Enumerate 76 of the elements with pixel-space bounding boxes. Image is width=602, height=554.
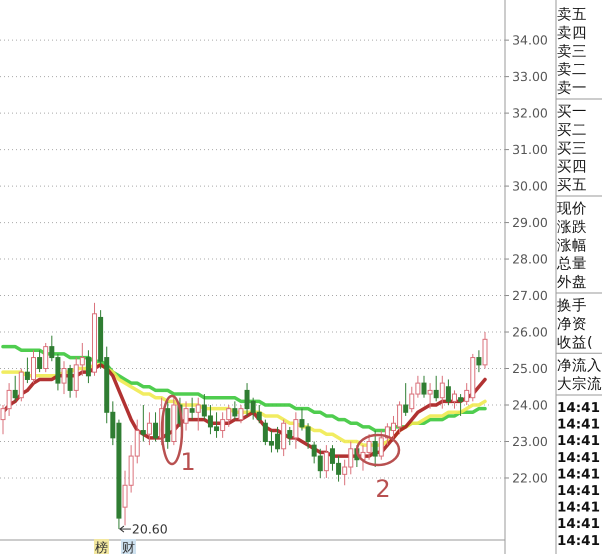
text: 收益( [557,334,593,351]
text: 14:41 [557,516,600,532]
text: 卖二 [557,61,587,78]
y-tick-label: 30.00 [512,178,548,194]
candlestick [452,390,457,410]
candlestick [446,378,451,406]
text: 总量 [556,255,587,272]
text: 卖四 [557,24,587,42]
text: 涨幅 [557,236,587,254]
text: 净流入 [557,357,602,374]
candlestick [232,400,238,420]
candlestick [476,350,482,373]
candlestick [43,342,48,373]
candlestick [12,375,18,402]
candlestick [184,400,189,432]
candlestick [190,397,195,420]
y-tick-label: 24.00 [512,398,548,412]
text: 买四 [557,159,587,176]
annotation: 20.60 [132,522,168,537]
text: 现价 [557,200,587,217]
text: 14:41 [557,416,600,433]
candlestick [440,375,445,410]
text: 14:41 [557,466,600,482]
text: 大宗流 [557,376,602,393]
candlestick [403,382,408,416]
text: 榜 [95,541,108,554]
y-tick-label: 26.00 [512,324,548,340]
text: 14:41 [557,483,600,499]
text: 卖一 [557,80,587,97]
text: 涨跌 [557,218,587,236]
candlestick [238,404,244,424]
text: 14:41 [557,450,600,466]
text: 卖五 [557,6,587,23]
text: 买二 [557,122,587,138]
y-tick-label: 25.00 [512,361,548,376]
text: 卖三 [557,42,587,60]
y-tick-label: 28.00 [512,252,548,267]
candlestick [146,412,152,446]
y-tick-label: 34.00 [512,32,548,48]
text: 净资 [557,315,587,332]
y-tick-label: 32.00 [512,106,548,121]
y-tick-label: 31.00 [512,142,548,158]
text: 14:41 [557,532,600,549]
candlestick [140,404,146,442]
candlestick [31,350,36,384]
candlestick [293,412,298,450]
candlestick [421,375,426,398]
candlestick [428,382,433,410]
text: 14:41 [557,500,600,516]
candlestick [86,350,91,384]
candlestick [62,360,67,395]
text: 财 [122,541,135,554]
y-tick-label: 22.00 [512,470,548,486]
candlestick [37,350,42,373]
candlestick [196,397,201,432]
y-tick-label: 23.00 [512,434,548,449]
y-tick-label: 29.00 [512,215,548,230]
y-tick-label: 33.00 [512,69,548,84]
text: 买一 [557,104,587,120]
y-tick-label: 27.00 [512,288,548,304]
annotation: 2 [375,475,391,503]
text: 14:41 [557,400,600,416]
annotation: 1 [180,448,196,476]
candlestick [372,430,378,468]
text: 买五 [557,178,587,194]
candlestick [324,444,329,478]
candlestick [24,357,30,384]
candlestick [153,412,158,442]
candlestick [68,364,73,398]
text: 14:41 [557,433,600,450]
text: 换手 [557,297,587,314]
candlestick [434,375,439,402]
candlestick [458,394,464,416]
candlestick [287,426,292,446]
text: 买三 [557,140,587,157]
text: 外盘 [557,274,587,291]
